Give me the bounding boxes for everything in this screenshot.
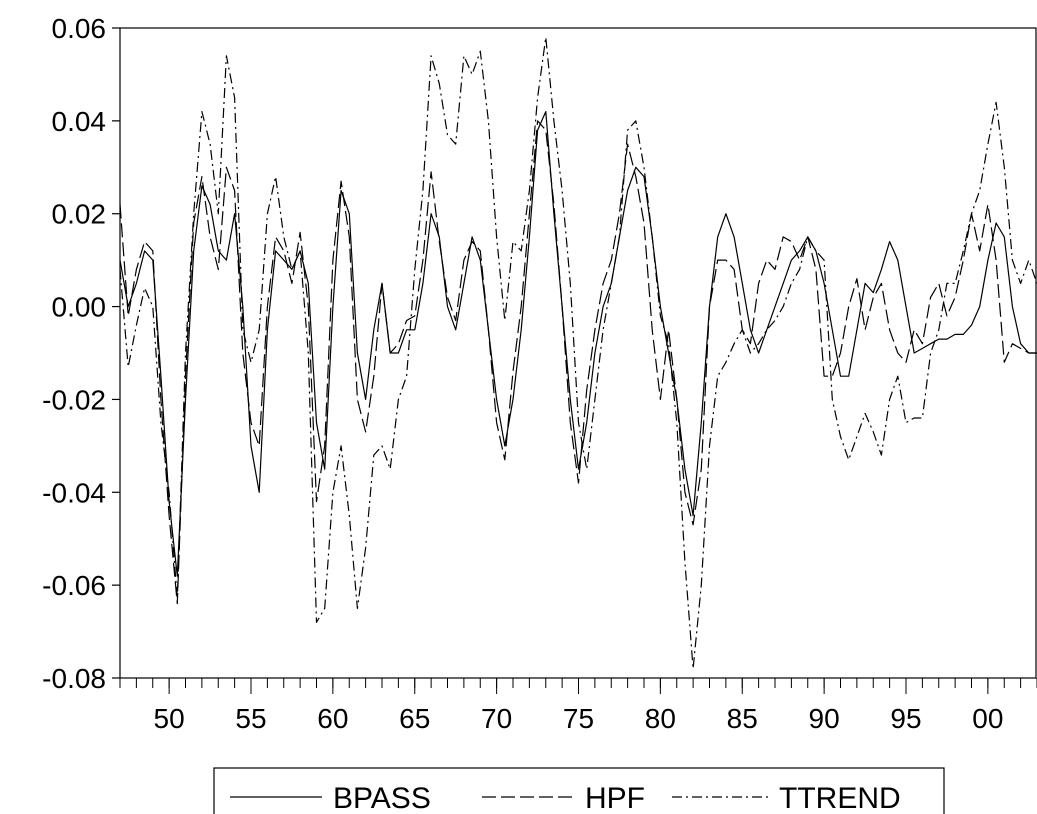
y-tick-label: -0.06 <box>42 570 106 601</box>
y-tick-label: -0.08 <box>42 663 106 694</box>
x-tick-label: 60 <box>317 703 348 734</box>
x-tick-label: 70 <box>481 703 512 734</box>
legend-label-bpass: BPASS <box>333 782 431 814</box>
series-layer <box>119 36 1037 670</box>
legend-box <box>213 767 945 814</box>
plot-border <box>119 27 1037 679</box>
plot-frame <box>119 27 1037 679</box>
x-tick-label: 90 <box>809 703 840 734</box>
x-tick-label: 95 <box>890 703 921 734</box>
legend: BPASS HPF TTREND <box>213 767 945 814</box>
series-line-bpass <box>119 111 1037 577</box>
legend-label-hpf: HPF <box>585 782 645 814</box>
x-tick-label: 80 <box>645 703 676 734</box>
series-line-ttrend <box>119 36 1037 670</box>
y-tick-label: 0.02 <box>52 199 107 230</box>
y-tick-label: 0.00 <box>52 292 107 323</box>
series-line-hpf <box>119 120 1037 605</box>
y-tick-label: -0.04 <box>42 477 106 508</box>
x-tick-label: 50 <box>154 703 185 734</box>
y-tick-label: -0.02 <box>42 384 106 415</box>
x-tick-label: 65 <box>399 703 430 734</box>
x-tick-label: 85 <box>727 703 758 734</box>
x-tick-label: 75 <box>563 703 594 734</box>
x-axis: 50 55 60 65 70 75 80 85 90 95 00 <box>119 678 1037 734</box>
x-tick-label: 00 <box>972 703 1003 734</box>
y-tick-label: 0.04 <box>52 106 107 137</box>
y-tick-label: 0.06 <box>52 13 107 44</box>
y-axis: 0.06 0.04 0.02 0.00 -0.02 -0.04 -0.06 -0.08 <box>42 13 120 694</box>
legend-label-ttrend: TTREND <box>779 782 901 814</box>
x-tick-label: 55 <box>235 703 266 734</box>
